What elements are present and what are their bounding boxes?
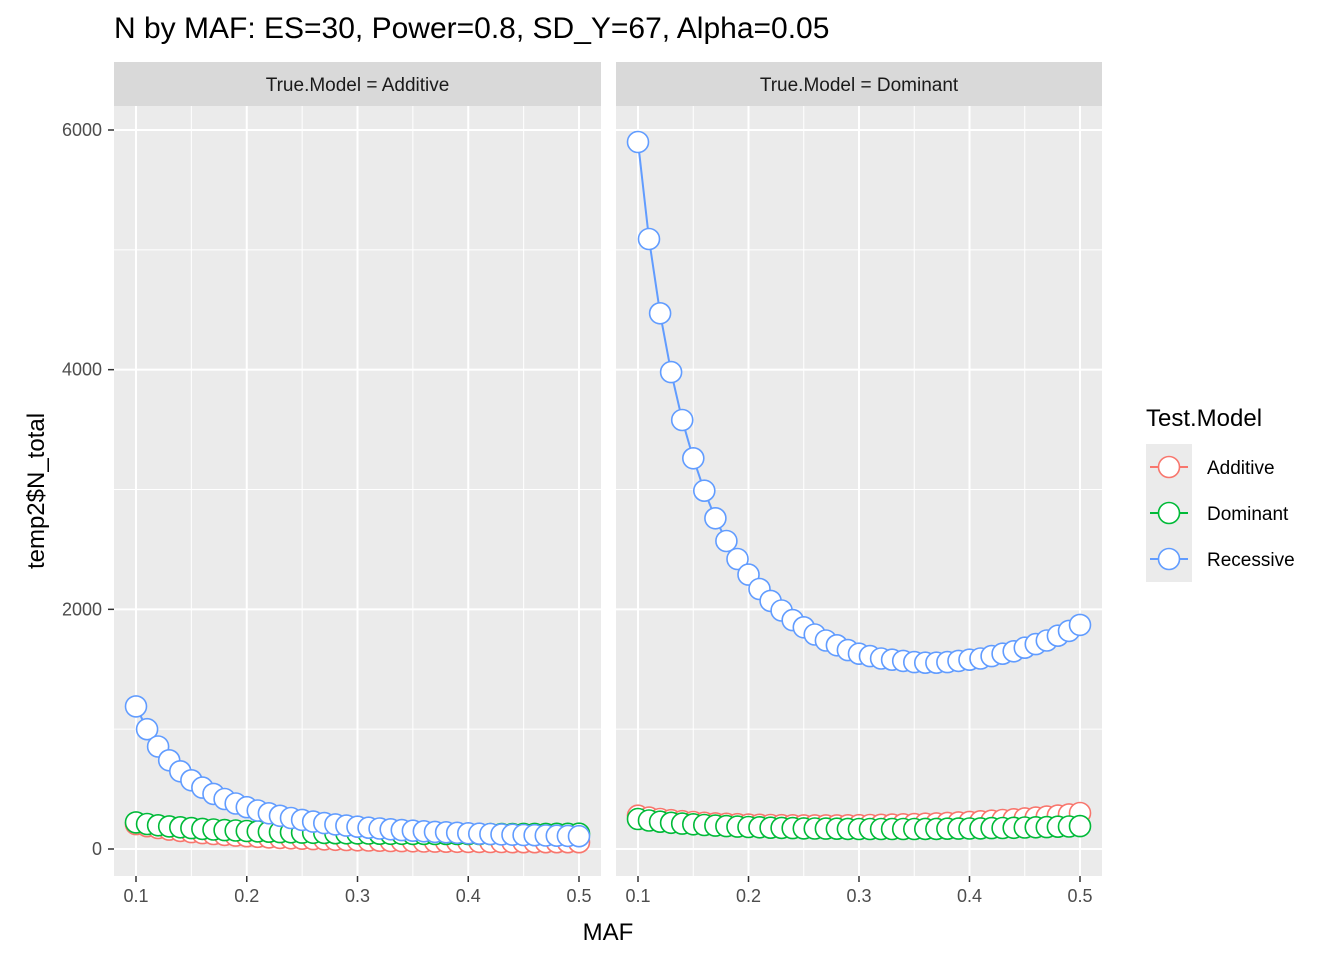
data-point-recessive xyxy=(626,130,650,154)
legend-key-point xyxy=(1157,455,1181,479)
y-tick-label: 0 xyxy=(92,839,102,859)
data-point-recessive xyxy=(715,529,738,553)
data-point-recessive xyxy=(648,301,672,325)
data-point-recessive xyxy=(637,227,661,251)
gridlines xyxy=(616,106,1102,876)
data-point-recessive xyxy=(670,408,694,432)
legend: Test.Model Additive Dominant Recessive xyxy=(1146,405,1295,582)
strip-background xyxy=(616,62,1102,106)
x-axis-right: 0.1 0.2 0.3 0.4 0.5 xyxy=(625,876,1093,906)
strip-label: True.Model = Additive xyxy=(266,75,450,96)
strip-label: True.Model = Dominant xyxy=(760,75,959,96)
data-point-recessive xyxy=(1068,613,1092,637)
legend-label-dominant: Dominant xyxy=(1207,504,1289,525)
x-tick-label: 0.1 xyxy=(625,886,650,906)
panel-right: True.Model = Dominant xyxy=(616,62,1102,876)
strip-background xyxy=(114,62,601,106)
y-tick-label: 2000 xyxy=(62,599,102,619)
data-point-recessive xyxy=(659,360,683,384)
data-point-recessive xyxy=(692,479,716,503)
data-marks xyxy=(124,695,591,854)
data-point-recessive xyxy=(704,506,727,530)
x-tick-label: 0.5 xyxy=(1067,886,1092,906)
chart-title: N by MAF: ES=30, Power=0.8, SD_Y=67, Alp… xyxy=(114,12,829,45)
data-point-recessive xyxy=(124,695,148,718)
x-axis-title: MAF xyxy=(583,919,634,946)
y-tick-label: 6000 xyxy=(62,120,102,140)
x-tick-label: 0.1 xyxy=(123,886,148,906)
data-point-recessive xyxy=(681,446,705,470)
x-tick-label: 0.3 xyxy=(846,886,871,906)
legend-keys: Additive Dominant Recessive xyxy=(1150,455,1295,571)
x-tick-label: 0.3 xyxy=(345,886,370,906)
x-axis-left: 0.1 0.2 0.3 0.4 0.5 xyxy=(123,876,592,906)
data-point-recessive xyxy=(726,547,749,571)
legend-label-additive: Additive xyxy=(1207,458,1275,479)
y-axis-title: temp2$N_total xyxy=(23,413,50,569)
legend-title: Test.Model xyxy=(1146,405,1262,432)
y-axis: 0 2000 4000 6000 xyxy=(62,120,114,859)
x-tick-label: 0.4 xyxy=(456,886,481,906)
legend-key-point xyxy=(1157,547,1181,571)
legend-label-recessive: Recessive xyxy=(1207,550,1295,571)
data-point-recessive xyxy=(135,717,159,741)
legend-key-point xyxy=(1157,501,1181,525)
x-tick-label: 0.4 xyxy=(957,886,982,906)
x-tick-label: 0.2 xyxy=(736,886,761,906)
panel-left: True.Model = Additive xyxy=(114,62,601,876)
x-tick-label: 0.2 xyxy=(234,886,259,906)
data-point-dominant xyxy=(1068,814,1092,838)
y-tick-label: 4000 xyxy=(62,360,102,380)
data-point-recessive xyxy=(567,824,591,848)
data-marks xyxy=(626,130,1092,841)
x-tick-label: 0.5 xyxy=(566,886,591,906)
